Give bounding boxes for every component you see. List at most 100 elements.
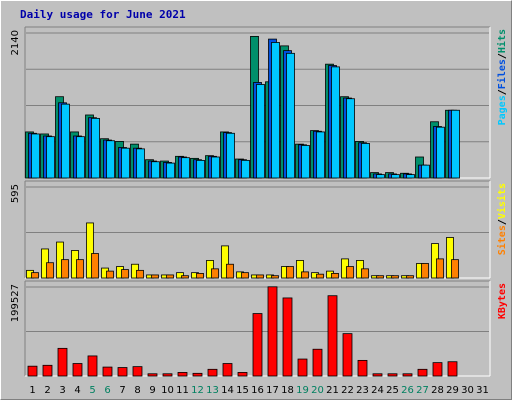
bar-sites <box>181 275 189 279</box>
legend-entry: Files <box>496 59 508 89</box>
bar-sites <box>451 259 459 279</box>
bar-kbytes <box>102 366 113 377</box>
bar-kbytes <box>117 367 128 377</box>
x-tick-label: 24 <box>371 385 384 396</box>
bar-sites <box>316 273 324 279</box>
bar-sites <box>46 262 54 279</box>
bar-sites <box>91 253 99 279</box>
legend-entry: Hits <box>496 29 508 53</box>
x-tick-label: 27 <box>416 385 429 396</box>
panel-background <box>25 181 490 278</box>
bar-pages <box>136 148 145 179</box>
bar-pages <box>331 66 340 179</box>
bar-kbytes <box>402 373 413 377</box>
bar-kbytes <box>57 347 68 377</box>
x-tick-label: 12 <box>191 385 204 396</box>
x-tick-label: 11 <box>176 385 189 396</box>
bar-pages <box>301 145 310 179</box>
x-tick-label: 1 <box>29 385 35 396</box>
x-tick-label: 13 <box>206 385 219 396</box>
x-tick-label: 15 <box>236 385 249 396</box>
bar-sites <box>421 263 429 279</box>
bar-kbytes <box>342 333 353 377</box>
legend: KBytes <box>497 283 508 319</box>
bar-sites <box>361 268 369 279</box>
bar-sites <box>271 275 279 279</box>
bar-visits <box>86 222 94 279</box>
bar-pages <box>151 161 160 179</box>
x-tick-label: 5 <box>89 385 95 396</box>
bar-kbytes <box>267 286 278 377</box>
legend-entry: KBytes <box>497 283 508 319</box>
bar-pages <box>421 164 430 179</box>
bar-pages <box>406 174 415 179</box>
bar-sites <box>61 259 69 279</box>
legend: Pages/Files/Hits <box>496 29 508 125</box>
x-tick-label: 6 <box>104 385 110 396</box>
bar-pages <box>61 103 70 179</box>
bar-kbytes <box>297 358 308 377</box>
bar-sites <box>376 275 384 279</box>
bar-pages <box>76 136 85 179</box>
x-tick-label: 31 <box>476 385 489 396</box>
bar-sites <box>121 269 129 279</box>
bar-pages <box>181 157 190 179</box>
bar-pages <box>361 143 370 179</box>
bar-kbytes <box>147 373 158 377</box>
bar-kbytes <box>312 348 323 377</box>
bar-kbytes <box>162 373 173 377</box>
x-tick-label: 21 <box>326 385 339 396</box>
bar-pages <box>316 131 325 179</box>
x-tick-label: 29 <box>446 385 459 396</box>
x-tick-label: 23 <box>356 385 369 396</box>
x-tick-label: 7 <box>119 385 125 396</box>
bar-kbytes <box>417 368 428 377</box>
bar-sites <box>196 273 204 279</box>
bar-sites <box>331 273 339 279</box>
bar-pages <box>106 140 115 179</box>
bar-kbytes <box>87 355 98 377</box>
bar-pages <box>391 174 400 179</box>
x-tick-label: 30 <box>461 385 474 396</box>
legend-entry: Pages <box>497 95 508 125</box>
bar-pages <box>346 98 355 179</box>
bar-visits <box>296 260 304 279</box>
legend-entry: Visits <box>496 183 508 219</box>
y-axis-max-label: 595 <box>10 184 21 203</box>
bar-kbytes <box>27 365 38 377</box>
chart-title: Daily usage for June 2021 <box>20 8 186 21</box>
bar-kbytes <box>72 363 83 377</box>
x-tick-label: 19 <box>296 385 309 396</box>
bar-kbytes <box>372 373 383 377</box>
bar-pages <box>451 109 460 179</box>
x-tick-label: 16 <box>251 385 264 396</box>
bar-sites <box>226 263 234 279</box>
bar-kbytes <box>132 366 143 377</box>
bar-pages <box>286 52 295 179</box>
x-tick-label: 2 <box>44 385 50 396</box>
bar-sites <box>31 272 39 279</box>
bar-sites <box>406 275 414 279</box>
bar-pages <box>46 136 55 179</box>
legend-entry: / <box>497 53 508 59</box>
bar-kbytes <box>447 361 458 377</box>
x-tick-label: 18 <box>281 385 294 396</box>
bar-pages <box>31 133 40 179</box>
x-tick-label: 17 <box>266 385 279 396</box>
bar-pages <box>166 162 175 179</box>
bar-kbytes <box>432 362 443 377</box>
bar-pages <box>271 42 280 179</box>
x-tick-label: 25 <box>386 385 399 396</box>
bar-pages <box>226 132 235 179</box>
x-tick-label: 4 <box>74 385 80 396</box>
bar-sites <box>391 275 399 279</box>
legend-entry: / <box>497 219 508 225</box>
bar-sites <box>166 274 174 279</box>
bar-pages <box>196 159 205 179</box>
bar-kbytes <box>177 372 188 377</box>
bar-sites <box>301 271 309 279</box>
x-tick-label: 10 <box>161 385 174 396</box>
bar-kbytes <box>282 297 293 377</box>
bar-pages <box>91 117 100 179</box>
